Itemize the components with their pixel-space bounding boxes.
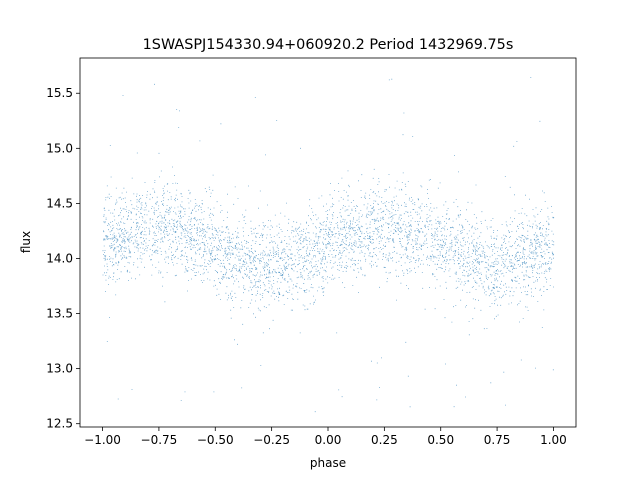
y-tick-label: 13.0 (46, 362, 73, 376)
x-tick-label: 0.75 (484, 433, 511, 447)
x-tick-label: −1.00 (84, 433, 121, 447)
y-tick-label: 13.5 (46, 307, 73, 321)
x-axis-label: phase (310, 456, 346, 470)
x-tick-label: 0.25 (371, 433, 398, 447)
scatter-points (102, 77, 555, 413)
scatter-point-cloud (102, 77, 555, 413)
x-tick-label: 0.50 (427, 433, 454, 447)
x-tick-label: −0.25 (253, 433, 290, 447)
x-tick-label: −0.75 (141, 433, 178, 447)
x-tick-label: 1.00 (540, 433, 567, 447)
x-tick-label: −0.50 (197, 433, 234, 447)
x-tick-label: 0.00 (315, 433, 342, 447)
x-axis: −1.00 −0.75 −0.50 −0.25 0.00 0.25 0.50 0.75 1.00 (84, 427, 567, 447)
y-tick-label: 15.0 (46, 141, 73, 155)
chart-title: 1SWASPJ154330.94+060920.2 Period 1432969… (143, 37, 514, 53)
y-tick-label: 14.5 (46, 196, 73, 210)
y-axis-label: flux (19, 231, 33, 253)
y-tick-label: 15.5 (46, 86, 73, 100)
y-tick-label: 14.0 (46, 251, 73, 265)
y-axis: 12.5 13.0 13.5 14.0 14.5 15.0 15.5 (46, 86, 80, 431)
y-tick-label: 12.5 (46, 417, 73, 431)
